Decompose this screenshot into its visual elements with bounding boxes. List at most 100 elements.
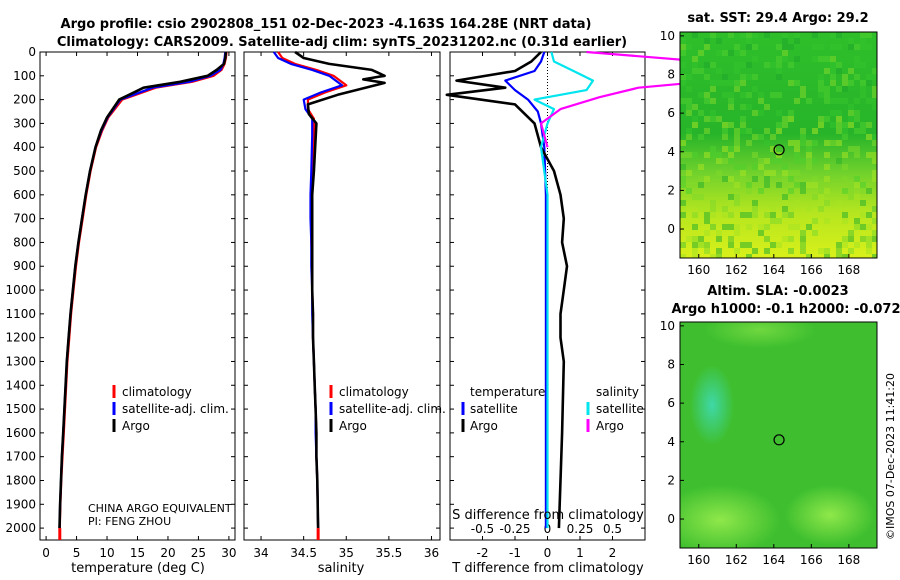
sst-pixel (866, 242, 872, 248)
map-y-tick-label: 8 (667, 357, 675, 371)
sst-pixel (728, 98, 734, 104)
sst-pixel (746, 242, 752, 248)
sst-pixel (854, 242, 860, 248)
salinity-axes (243, 51, 441, 541)
sst-pixel (680, 254, 686, 258)
sst-pixel (716, 254, 722, 258)
salinity-xlabel: salinity (318, 561, 365, 576)
sst-pixel (836, 86, 842, 92)
sla-title2: Argo h1000: -0.1 h2000: -0.072 (671, 302, 900, 317)
sst-pixel (692, 152, 698, 158)
y-tick-label: 1000 (5, 283, 36, 297)
difference-plot: -2 -1 0 1 2 -0.5 -0.25 0 0.25 0.5 (445, 50, 848, 560)
sst-pixel (824, 68, 830, 74)
sst-pixel (734, 50, 740, 56)
sla-high-patch (690, 365, 734, 445)
legend-s-argo-label: Argo (596, 419, 624, 433)
sst-pixel (680, 50, 686, 56)
sst-pixel (758, 134, 764, 140)
sst-pixel (770, 212, 776, 218)
sst-pixel (836, 68, 842, 74)
y-tick-label: 200 (13, 93, 36, 107)
sst-pixel (812, 218, 818, 224)
map-x-tick-label: 168 (837, 263, 860, 277)
sst-pixel (788, 116, 794, 122)
sst-pixel (782, 182, 788, 188)
sst-pixel (728, 50, 734, 56)
sst-pixel (746, 224, 752, 230)
sst-pixel (830, 44, 836, 50)
sst-pixel (782, 32, 788, 38)
sst-pixel (710, 224, 716, 230)
sst-pixel (842, 218, 848, 224)
sst-pixel (686, 74, 692, 80)
x-tick-label: 35 (339, 546, 354, 560)
sst-pixel (740, 170, 746, 176)
sst-pixel (866, 44, 872, 50)
sst-pixel (854, 116, 860, 122)
sst-pixel (782, 194, 788, 200)
sst-pixel (716, 236, 722, 242)
sst-pixel (776, 158, 782, 164)
sst-pixel (698, 182, 704, 188)
sst-pixel (764, 158, 770, 164)
sst-pixel (716, 116, 722, 122)
sst-pixel (710, 32, 716, 38)
sst-pixel (716, 80, 722, 86)
sst-pixel (680, 206, 686, 212)
sst-pixel (866, 98, 872, 104)
x-tick-label: 25 (191, 546, 206, 560)
sst-pixel (788, 188, 794, 194)
sst-pixel (824, 92, 830, 98)
sst-pixel (782, 200, 788, 206)
sst-pixel (722, 176, 728, 182)
sst-pixel (680, 164, 686, 170)
sst-pixel (854, 62, 860, 68)
sst-pixel (704, 176, 710, 182)
sst-pixel (860, 122, 866, 128)
sst-pixel (794, 140, 800, 146)
sst-pixel (728, 158, 734, 164)
x-tick-label: 34.5 (290, 546, 317, 560)
x-tick-label: 36 (424, 546, 439, 560)
x-top-tick-label: -0.5 (471, 522, 494, 536)
sst-pixel (848, 80, 854, 86)
sst-pixel (728, 176, 734, 182)
sst-pixel (710, 200, 716, 206)
map-x-tick-label: 160 (687, 263, 710, 277)
sst-pixel (680, 242, 686, 248)
sst-pixel (824, 248, 830, 254)
sst-pixel (776, 68, 782, 74)
sst-pixel (698, 92, 704, 98)
sst-pixel (764, 224, 770, 230)
sst-pixel (872, 170, 877, 176)
sst-pixel (842, 188, 848, 194)
sst-pixel (740, 92, 746, 98)
sst-pixel (872, 86, 877, 92)
sst-pixel (782, 176, 788, 182)
sst-pixel (788, 236, 794, 242)
x-top-tick-label: 0 (544, 522, 552, 536)
y-tick-label: 800 (13, 235, 36, 249)
sst-pixel (872, 68, 877, 74)
sst-pixel (854, 194, 860, 200)
sst-pixel (722, 92, 728, 98)
sst-pixel (818, 206, 824, 212)
sst-pixel (746, 188, 752, 194)
sst-pixel (860, 200, 866, 206)
sst-pixel (680, 152, 686, 158)
sst-pixel (752, 248, 758, 254)
sst-pixel (764, 212, 770, 218)
map-y-tick-label: 8 (667, 67, 675, 81)
sst-pixel (686, 170, 692, 176)
sst-pixel (818, 56, 824, 62)
sst-pixel (848, 146, 854, 152)
map-y-tick-label: 4 (667, 435, 675, 449)
sst-pixel (734, 62, 740, 68)
sst-pixel (812, 44, 818, 50)
sst-pixel (728, 236, 734, 242)
sst-pixel (830, 80, 836, 86)
title-line1: Argo profile: csio 2902808_151 02-Dec-20… (61, 17, 592, 32)
sst-pixel (806, 98, 812, 104)
sst-pixel (830, 122, 836, 128)
